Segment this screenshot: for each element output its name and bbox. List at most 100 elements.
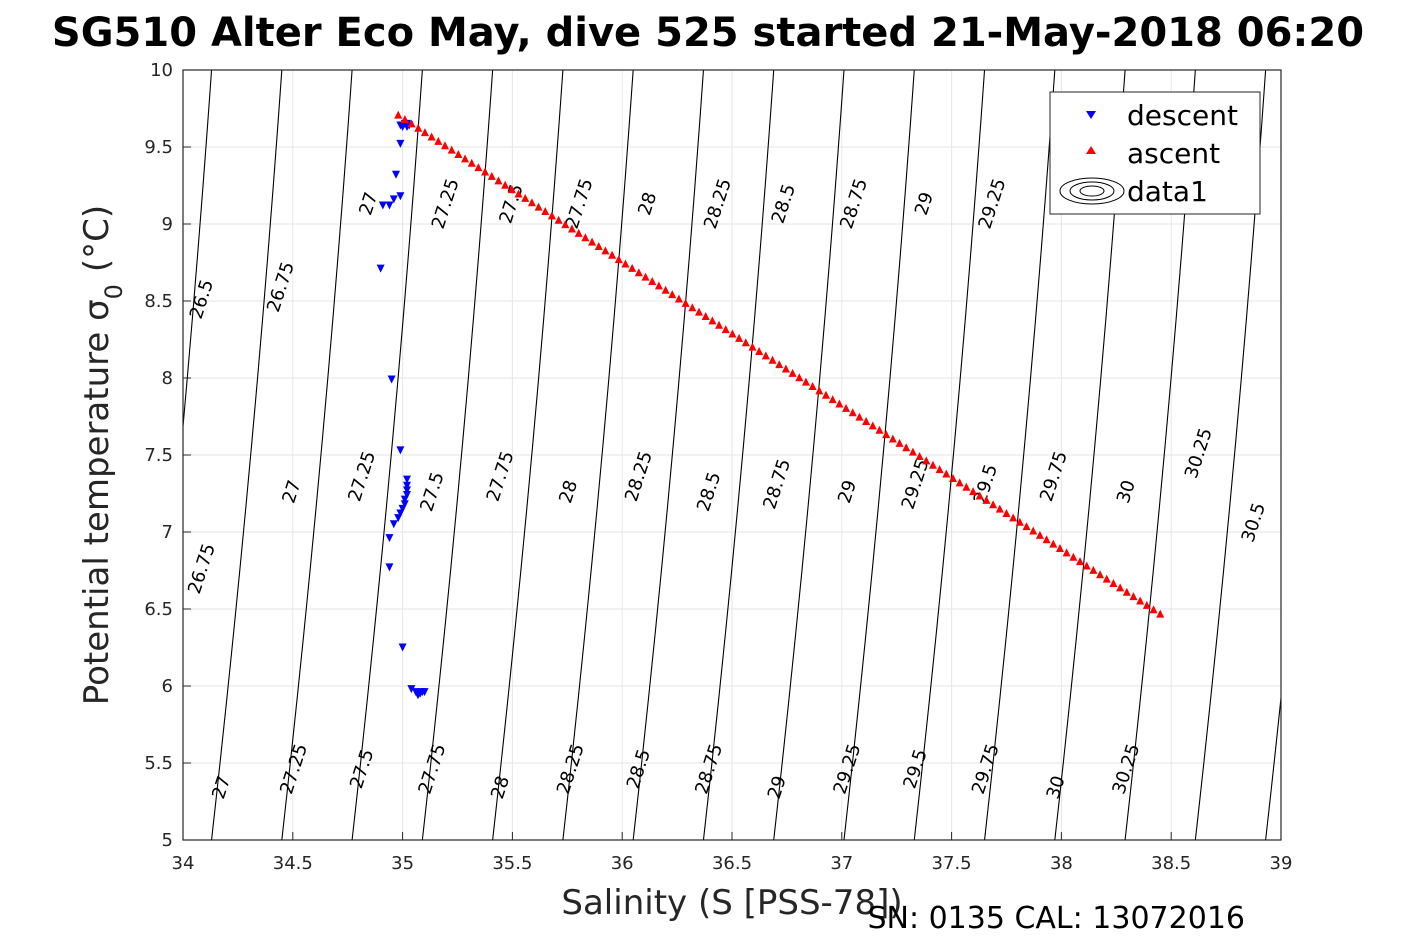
- ascent-point: [447, 145, 456, 154]
- ascent-point: [1042, 535, 1051, 544]
- x-tick-label: 38: [1050, 853, 1073, 874]
- density-contour-line: [562, 70, 634, 840]
- ascent-point: [641, 272, 650, 281]
- ascent-point: [400, 115, 409, 124]
- density-contour-line: [843, 70, 915, 840]
- ascent-point: [688, 303, 697, 312]
- ascent-point: [527, 198, 536, 207]
- y-tick-label: 5: [162, 830, 173, 851]
- ascent-point: [1089, 565, 1098, 574]
- ascent-point: [1149, 605, 1158, 614]
- ascent-point: [1015, 517, 1024, 526]
- x-tick-label: 36.5: [712, 853, 752, 874]
- ascent-point: [708, 316, 717, 325]
- descent-point: [400, 495, 409, 504]
- descent-point: [396, 509, 405, 518]
- density-contour-line: [183, 70, 213, 433]
- ascent-point: [862, 417, 871, 426]
- x-tick-label: 37: [830, 853, 853, 874]
- ascent-point: [674, 294, 683, 303]
- chart-title: SG510 Alter Eco May, dive 525 started 21…: [52, 10, 1364, 56]
- descent-point: [420, 688, 429, 697]
- ascent-point: [1129, 592, 1138, 601]
- ascent-point: [594, 241, 603, 250]
- y-tick-label: 6: [162, 676, 173, 697]
- ascent-point: [461, 154, 470, 163]
- ascent-point: [982, 495, 991, 504]
- ascent-point: [715, 320, 724, 329]
- ascent-point: [507, 185, 516, 194]
- ascent-point: [695, 307, 704, 316]
- density-contour-line: [773, 70, 845, 840]
- ascent-point: [822, 390, 831, 399]
- y-tick-label: 9: [162, 214, 173, 235]
- ascent-point: [781, 364, 790, 373]
- legend-ascent-marker: [1086, 146, 1096, 154]
- descent-point: [376, 264, 385, 273]
- ascent-point: [815, 386, 824, 395]
- descent-point: [398, 504, 407, 513]
- legend-descent-marker: [1086, 111, 1096, 119]
- ascent-point: [1002, 508, 1011, 517]
- ascent-point: [534, 202, 543, 211]
- ascent-point: [668, 290, 677, 299]
- ascent-point: [621, 259, 630, 268]
- density-contour-line: [913, 70, 986, 840]
- density-contour-line: [1265, 692, 1281, 840]
- ascent-point: [474, 163, 483, 172]
- descent-point: [389, 195, 398, 204]
- ascent-point: [614, 255, 623, 264]
- ascent-point: [775, 360, 784, 369]
- ascent-point: [728, 329, 737, 338]
- ascent-point: [969, 487, 978, 496]
- ascent-point: [755, 347, 764, 356]
- footer-serial-calibration: SN: 0135 CAL: 13072016: [867, 901, 1245, 936]
- ascent-point: [501, 180, 510, 189]
- ascent-point: [701, 311, 710, 320]
- ascent-point: [828, 395, 837, 404]
- ascent-point: [628, 263, 637, 272]
- ascent-point: [481, 167, 490, 176]
- y-tick-label: 6.5: [144, 599, 173, 620]
- y-axis-label-main: Potential temperature σ: [77, 299, 117, 705]
- x-axis-ticks: 34 34.5 35 35.5 36 36.5 37 37.5 38 38.5 39: [172, 832, 1292, 874]
- y-axis-label: Potential temperature σ0 (°C): [77, 205, 128, 705]
- ascent-point: [808, 382, 817, 391]
- ascent-point: [721, 325, 730, 334]
- ascent-point: [935, 465, 944, 474]
- ascent-point: [748, 342, 757, 351]
- density-contour-line: [421, 70, 494, 840]
- ascent-point: [795, 373, 804, 382]
- ascent-point: [608, 250, 617, 259]
- ascent-point: [407, 119, 416, 128]
- ascent-point: [1049, 539, 1058, 548]
- descent-point: [402, 481, 411, 490]
- descent-point: [396, 192, 405, 201]
- y-tick-label: 8.5: [144, 291, 173, 312]
- x-tick-label: 35.5: [492, 853, 532, 874]
- ascent-point: [514, 189, 523, 198]
- density-contour-line: [492, 70, 564, 840]
- descent-point: [402, 491, 411, 500]
- ascent-point: [1122, 587, 1131, 596]
- legend-box: [1049, 91, 1261, 215]
- x-tick-label: 37.5: [932, 853, 972, 874]
- density-contour-line: [702, 70, 775, 840]
- y-tick-label: 8: [162, 368, 173, 389]
- ascent-point: [915, 452, 924, 461]
- ascent-point: [588, 237, 597, 246]
- y-axis-ticks: 5 5.5 6 6.5 7 7.5 8 8.5 9 9.5 10: [144, 60, 191, 851]
- ascent-point: [494, 176, 503, 185]
- ascent-point: [955, 478, 964, 487]
- ascent-point: [1116, 583, 1125, 592]
- ascent-point: [1069, 552, 1078, 561]
- ascent-point: [648, 276, 657, 285]
- legend-data1-label: data1: [1127, 175, 1208, 208]
- ascent-point: [735, 333, 744, 342]
- ascent-point: [1062, 548, 1071, 557]
- ascent-point: [661, 285, 670, 294]
- ascent-point: [681, 298, 690, 307]
- legend: descent ascent data1: [1049, 91, 1261, 215]
- ascent-point: [434, 136, 443, 145]
